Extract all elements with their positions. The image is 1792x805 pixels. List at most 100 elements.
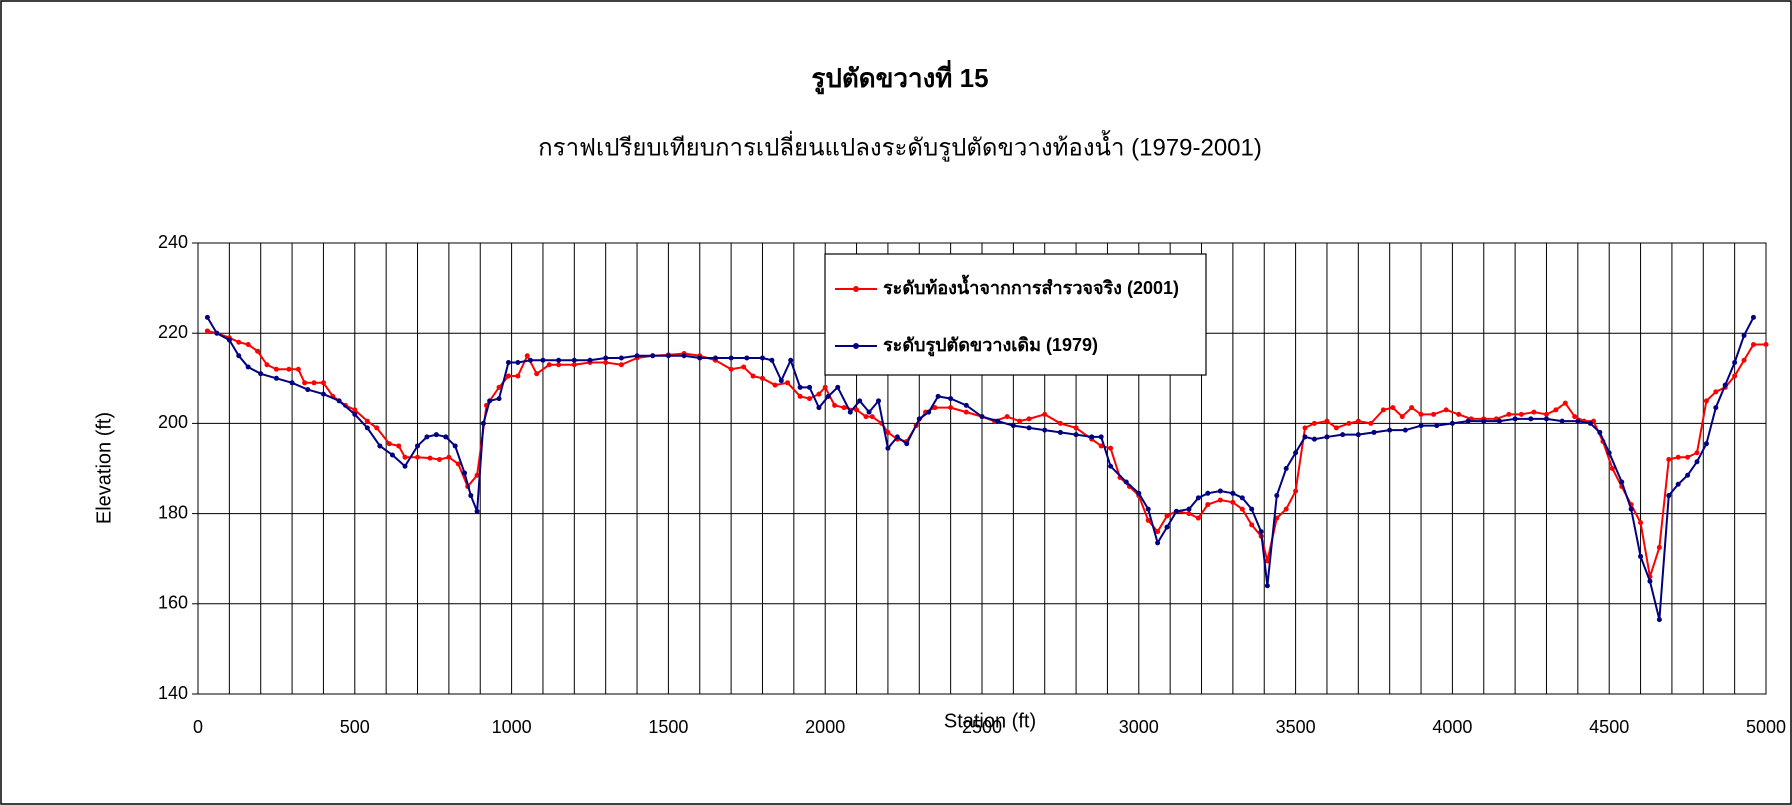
data-point xyxy=(487,398,493,404)
data-point xyxy=(364,418,370,424)
data-point xyxy=(1293,488,1299,494)
data-point xyxy=(1562,400,1568,406)
data-point xyxy=(1145,517,1151,523)
data-point xyxy=(1186,506,1192,512)
data-point xyxy=(979,414,985,420)
data-point xyxy=(1195,495,1201,501)
data-point xyxy=(524,353,530,359)
data-point xyxy=(1587,420,1593,426)
data-point xyxy=(1380,407,1386,413)
data-point xyxy=(885,445,891,451)
data-point xyxy=(885,429,891,435)
data-point xyxy=(1732,360,1738,366)
data-point xyxy=(427,455,433,461)
data-point xyxy=(468,493,474,499)
data-point xyxy=(785,380,791,386)
data-point xyxy=(1164,524,1170,530)
data-point xyxy=(295,366,301,372)
data-point xyxy=(1713,405,1719,411)
data-point xyxy=(948,405,954,411)
data-point xyxy=(650,353,656,359)
data-point xyxy=(1346,420,1352,426)
data-point xyxy=(788,357,794,363)
x-tick-label: 1500 xyxy=(648,717,688,737)
data-point xyxy=(462,470,468,476)
data-point xyxy=(1496,418,1502,424)
x-tick-label: 4000 xyxy=(1432,717,1472,737)
data-point xyxy=(1559,418,1565,424)
data-point xyxy=(1333,425,1339,431)
data-point xyxy=(948,396,954,402)
data-point xyxy=(1456,411,1462,417)
data-point xyxy=(1431,411,1437,417)
data-point xyxy=(1230,499,1236,505)
data-point xyxy=(1722,382,1728,388)
data-point xyxy=(681,353,687,359)
data-point xyxy=(854,407,860,413)
data-point xyxy=(744,355,750,361)
data-point xyxy=(1675,481,1681,487)
data-point xyxy=(505,373,511,379)
data-point xyxy=(587,357,593,363)
data-point xyxy=(1741,332,1747,338)
data-point xyxy=(556,362,562,368)
data-point xyxy=(1264,558,1270,564)
data-point xyxy=(1694,450,1700,456)
data-point xyxy=(443,434,449,440)
data-point xyxy=(1638,553,1644,559)
data-point xyxy=(1506,411,1512,417)
data-point xyxy=(847,409,853,415)
x-axis-label: Station (ft) xyxy=(944,710,1036,732)
data-point xyxy=(825,393,831,399)
data-point xyxy=(1302,434,1308,440)
data-point xyxy=(496,384,502,390)
data-point xyxy=(1155,529,1161,535)
data-point xyxy=(1098,434,1104,440)
data-point xyxy=(1606,450,1612,456)
data-point xyxy=(1108,445,1114,451)
data-point xyxy=(1123,479,1129,485)
data-point xyxy=(1449,420,1455,426)
data-point xyxy=(1010,423,1016,429)
data-point xyxy=(1741,357,1747,363)
x-tick-label: 2500 xyxy=(962,717,1002,737)
data-point xyxy=(1302,425,1308,431)
data-point xyxy=(1324,434,1330,440)
data-point xyxy=(1249,522,1255,528)
data-point xyxy=(1685,472,1691,478)
y-tick-label: 140 xyxy=(158,683,188,703)
data-point xyxy=(995,418,1001,424)
data-point xyxy=(1073,432,1079,438)
data-point xyxy=(424,434,430,440)
data-point xyxy=(204,314,210,320)
data-point xyxy=(1057,420,1063,426)
data-point xyxy=(352,411,358,417)
data-point xyxy=(1355,418,1361,424)
data-point xyxy=(1481,418,1487,424)
data-point xyxy=(1399,414,1405,420)
data-point xyxy=(245,341,251,347)
data-point xyxy=(515,373,521,379)
data-point xyxy=(415,454,421,460)
data-point xyxy=(245,364,251,370)
data-point xyxy=(1647,578,1653,584)
legend-label: ระดับท้องน้ำจากการสำรวจจริง (2001) xyxy=(883,274,1179,298)
legend-marker xyxy=(853,286,859,292)
data-point xyxy=(1638,520,1644,526)
data-point xyxy=(1703,441,1709,447)
data-point xyxy=(1186,511,1192,517)
data-point xyxy=(857,398,863,404)
data-point xyxy=(273,375,279,381)
data-point xyxy=(1324,418,1330,424)
data-point xyxy=(258,371,264,377)
data-point xyxy=(797,393,803,399)
x-tick-label: 4500 xyxy=(1589,717,1629,737)
data-point xyxy=(452,443,458,449)
data-point xyxy=(712,355,718,361)
data-point xyxy=(1666,456,1672,462)
data-point xyxy=(1390,405,1396,411)
legend-marker xyxy=(853,343,859,349)
data-point xyxy=(264,362,270,368)
data-point xyxy=(1597,429,1603,435)
